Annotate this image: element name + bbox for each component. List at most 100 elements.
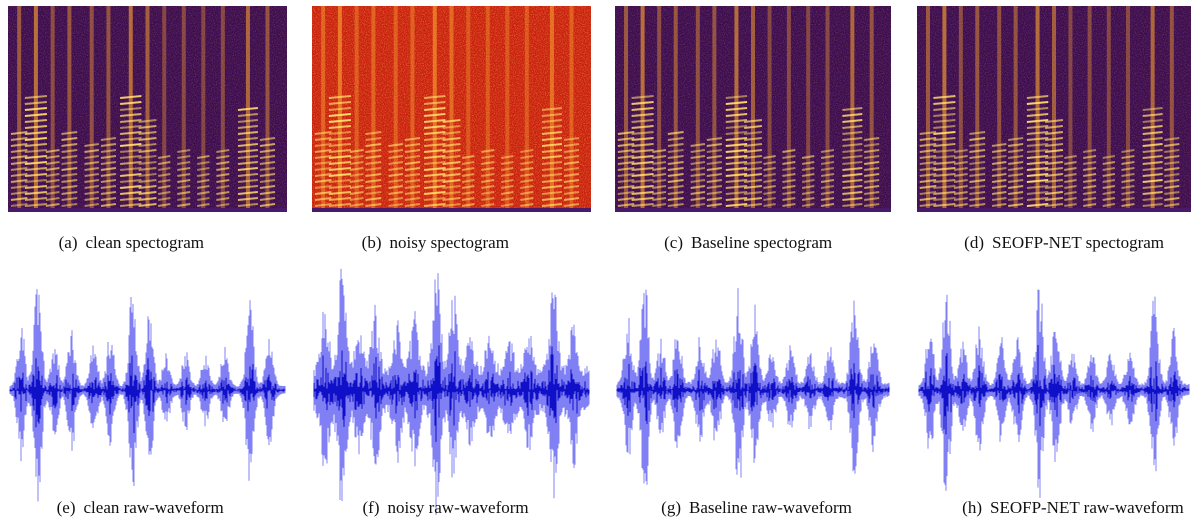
- harmonic: [667, 173, 684, 177]
- harmonic: [617, 137, 635, 141]
- harmonic: [197, 167, 210, 171]
- harmonic: [1044, 143, 1064, 147]
- harmonic: [1008, 161, 1024, 165]
- harmonic: [216, 191, 230, 195]
- harmonic: [1008, 203, 1024, 207]
- harmonic: [328, 107, 351, 111]
- harmonic: [631, 137, 654, 141]
- harmonic: [969, 167, 986, 171]
- harmonic: [328, 185, 351, 189]
- harmonic: [725, 167, 748, 171]
- harmonic: [541, 137, 562, 141]
- harmonic: [120, 167, 142, 171]
- harmonic: [933, 191, 956, 195]
- harmonic: [631, 113, 654, 117]
- harmonic: [864, 197, 880, 201]
- harmonic: [652, 173, 667, 177]
- harmonic: [667, 167, 684, 171]
- harmonic: [1164, 143, 1180, 147]
- harmonic: [617, 191, 635, 195]
- harmonic: [365, 191, 382, 195]
- harmonic: [1008, 197, 1024, 201]
- harmonic: [24, 95, 47, 99]
- harmonic: [1102, 203, 1116, 207]
- harmonic: [801, 167, 815, 171]
- harmonic: [667, 191, 684, 195]
- harmonic: [667, 203, 684, 207]
- harmonic: [563, 143, 580, 147]
- harmonic: [541, 191, 562, 195]
- harmonic: [45, 173, 60, 177]
- harmonic: [652, 161, 667, 165]
- harmonic: [237, 167, 258, 171]
- harmonic: [1142, 161, 1163, 165]
- harmonic: [442, 203, 461, 207]
- harmonic: [864, 173, 880, 177]
- harmonic: [763, 179, 776, 183]
- harmonic: [953, 191, 968, 195]
- harmonic: [1026, 95, 1049, 99]
- harmonic: [706, 173, 722, 177]
- harmonic: [157, 173, 171, 177]
- harmonic: [157, 203, 171, 207]
- harmonic: [138, 149, 157, 153]
- harmonic: [1142, 131, 1163, 135]
- harmonic: [1164, 185, 1180, 189]
- harmonic: [1008, 155, 1024, 159]
- harmonic: [631, 119, 654, 123]
- harmonic: [1008, 179, 1024, 183]
- harmonic: [1164, 173, 1180, 177]
- harmonic: [820, 179, 835, 183]
- harmonic: [969, 161, 986, 165]
- harmonic: [328, 203, 351, 207]
- harmonic: [1164, 203, 1180, 207]
- harmonic: [520, 191, 534, 195]
- harmonic: [690, 173, 706, 177]
- harmonic: [953, 167, 968, 171]
- harmonic: [725, 197, 748, 201]
- formant-stripe: [958, 6, 963, 212]
- harmonic: [424, 155, 446, 159]
- harmonic: [763, 191, 776, 195]
- harmonic: [314, 167, 332, 171]
- harmonic: [216, 161, 230, 165]
- harmonic: [120, 155, 142, 159]
- harmonic: [481, 191, 495, 195]
- formant-stripe: [89, 6, 94, 212]
- harmonic: [782, 191, 796, 195]
- harmonic: [842, 191, 863, 195]
- harmonic: [197, 203, 210, 207]
- harmonic: [100, 179, 117, 183]
- harmonic: [801, 185, 815, 189]
- harmonic: [652, 191, 667, 195]
- harmonic: [842, 173, 863, 177]
- harmonic: [1044, 137, 1064, 141]
- harmonic: [1064, 185, 1077, 189]
- harmonic: [120, 185, 142, 189]
- harmonic: [1102, 173, 1116, 177]
- harmonic: [61, 137, 78, 141]
- harmonic: [24, 167, 47, 171]
- harmonic: [388, 197, 403, 201]
- harmonic: [100, 137, 117, 141]
- harmonic: [442, 155, 461, 159]
- harmonic: [501, 185, 514, 189]
- harmonic: [120, 137, 142, 141]
- harmonic: [61, 203, 78, 207]
- caption-label: (g): [661, 498, 681, 517]
- harmonic: [743, 173, 763, 177]
- harmonic: [617, 161, 635, 165]
- harmonic: [919, 197, 937, 201]
- harmonic: [706, 185, 722, 189]
- harmonic: [541, 149, 562, 153]
- harmonic: [424, 113, 446, 117]
- caption-label: (d): [964, 233, 984, 252]
- harmonic: [801, 179, 815, 183]
- harmonic: [1064, 161, 1077, 165]
- harmonic: [424, 137, 446, 141]
- harmonic: [404, 179, 421, 183]
- harmonic: [259, 149, 276, 153]
- harmonic: [388, 143, 403, 147]
- harmonic: [10, 161, 28, 165]
- harmonic: [1026, 173, 1049, 177]
